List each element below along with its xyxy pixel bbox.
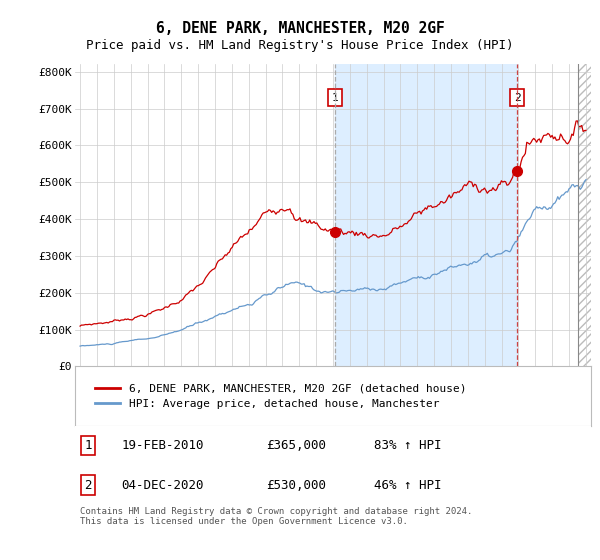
Text: 6, DENE PARK, MANCHESTER, M20 2GF: 6, DENE PARK, MANCHESTER, M20 2GF — [155, 21, 445, 36]
Text: 46% ↑ HPI: 46% ↑ HPI — [374, 479, 442, 492]
Bar — [578, 64, 591, 366]
Bar — [335, 64, 517, 366]
Text: £530,000: £530,000 — [266, 479, 326, 492]
Text: 2: 2 — [84, 479, 92, 492]
Text: 19-FEB-2010: 19-FEB-2010 — [121, 439, 204, 452]
Text: Price paid vs. HM Land Registry's House Price Index (HPI): Price paid vs. HM Land Registry's House … — [86, 39, 514, 52]
Text: 1: 1 — [332, 92, 338, 102]
Text: 04-DEC-2020: 04-DEC-2020 — [121, 479, 204, 492]
Text: 2: 2 — [514, 92, 521, 102]
Text: 83% ↑ HPI: 83% ↑ HPI — [374, 439, 442, 452]
Text: Contains HM Land Registry data © Crown copyright and database right 2024.
This d: Contains HM Land Registry data © Crown c… — [80, 507, 473, 526]
Legend: 6, DENE PARK, MANCHESTER, M20 2GF (detached house), HPI: Average price, detached: 6, DENE PARK, MANCHESTER, M20 2GF (detac… — [91, 379, 470, 413]
Bar — [578, 64, 591, 366]
Text: £365,000: £365,000 — [266, 439, 326, 452]
Text: 1: 1 — [84, 439, 92, 452]
